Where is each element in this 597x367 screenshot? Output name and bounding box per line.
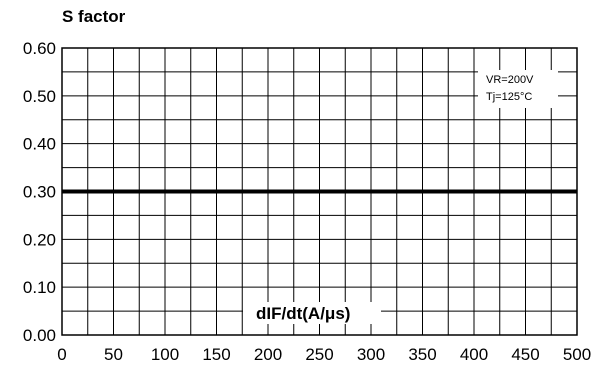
y-tick-label: 0.30 <box>23 183 56 202</box>
x-tick-label: 150 <box>202 345 230 364</box>
x-tick-label: 500 <box>563 345 591 364</box>
x-tick-label: 350 <box>408 345 436 364</box>
y-tick-labels: 0.00 0.10 0.20 0.30 0.40 0.50 0.60 <box>23 39 56 345</box>
conditions-box <box>478 70 558 108</box>
x-axis-label: dIF/dt(A/μs) <box>256 304 350 323</box>
x-tick-label: 100 <box>151 345 179 364</box>
condition-vr: VR=200V <box>486 74 534 86</box>
y-tick-label: 0.40 <box>23 135 56 154</box>
y-tick-label: 0.00 <box>23 326 56 345</box>
x-axis-label-box <box>243 302 381 324</box>
y-tick-label: 0.50 <box>23 87 56 106</box>
x-tick-label: 250 <box>305 345 333 364</box>
x-tick-label: 0 <box>57 345 66 364</box>
y-tick-label: 0.20 <box>23 230 56 249</box>
x-tick-label: 50 <box>104 345 123 364</box>
x-tick-label: 200 <box>254 345 282 364</box>
x-tick-label: 400 <box>460 345 488 364</box>
y-tick-label: 0.60 <box>23 39 56 58</box>
y-tick-label: 0.10 <box>23 278 56 297</box>
x-tick-label: 300 <box>357 345 385 364</box>
x-tick-label: 450 <box>511 345 539 364</box>
chart-title: S factor <box>62 7 126 26</box>
condition-tj: Tj=125°C <box>486 91 532 103</box>
x-tick-labels: 0 50 100 150 200 250 300 350 400 450 500 <box>57 345 591 364</box>
